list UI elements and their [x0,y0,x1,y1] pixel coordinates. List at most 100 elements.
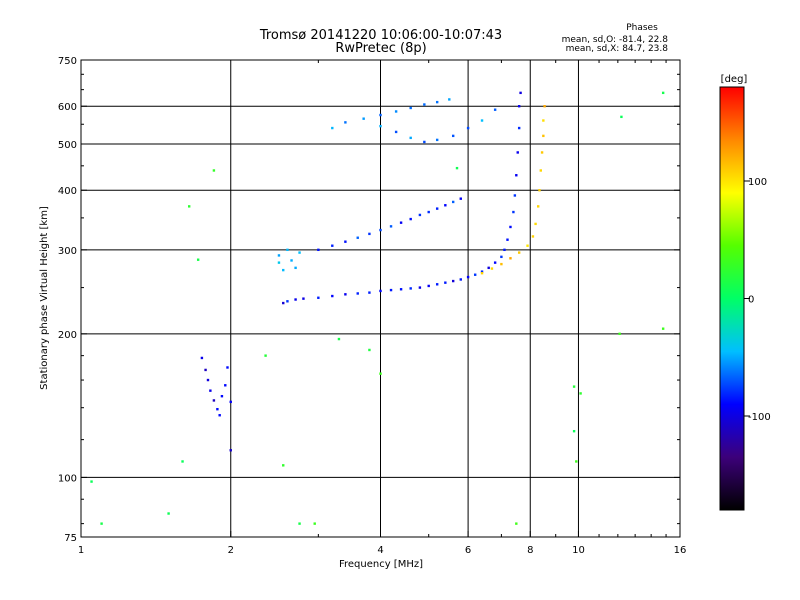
data-point [459,197,462,200]
y-tick-label: 100 [58,473,77,484]
data-point [317,248,320,252]
data-point [451,134,455,138]
series [277,248,301,272]
data-points [90,91,665,525]
data-point [537,205,540,208]
series [480,105,546,275]
data-point [317,296,320,299]
data-point [473,273,477,276]
data-point [409,217,412,221]
x-tick-label: 6 [465,545,471,556]
colorbar-tick-label: -100 [748,412,771,423]
data-point [534,222,537,226]
x-tick-label: 16 [674,545,687,556]
data-point [540,151,544,154]
chart-subtitle: RwPretec (8p) [335,41,426,56]
data-point [466,126,470,130]
y-axis-ticks: 75 100 200 300 400 500 600 750 [58,56,680,544]
data-point [661,327,665,330]
data-point [167,512,170,515]
data-point [368,348,371,352]
data-point [226,366,229,369]
data-point [451,279,455,283]
data-point [282,301,285,305]
data-point [539,169,542,172]
data-point [331,294,334,298]
data-point [212,399,216,402]
data-point [209,389,212,392]
data-point [298,251,301,254]
data-point [224,384,227,387]
data-point [572,429,576,433]
data-point [572,385,576,388]
colorbar-label: [deg] [721,74,748,85]
data-point [455,166,459,170]
x-axis-ticks: 1 2 4 6 8 10 16 [78,60,687,556]
grid-lines [81,60,680,537]
data-point [344,240,347,243]
data-point [579,392,582,395]
data-point [229,449,232,452]
data-point [368,291,371,294]
data-point [409,136,412,140]
data-point [206,378,210,382]
data-point [379,124,382,128]
data-point [661,91,665,95]
data-point [277,254,281,257]
data-point [409,106,412,110]
y-tick-label: 600 [58,102,77,113]
series [317,197,462,252]
data-point [480,119,484,122]
data-point [100,522,103,525]
data-point [218,414,221,417]
data-point [187,205,191,208]
data-point [394,110,398,113]
legend-line-x: mean, sd,X: 84.7, 23.8 [566,44,669,54]
legend-heading: Phases [626,23,658,33]
series [200,356,232,452]
series [282,91,522,305]
data-point [466,275,470,279]
data-point [531,235,535,238]
data-point [277,261,281,264]
x-tick-label: 8 [527,545,533,556]
data-point [313,522,316,525]
data-point [220,394,224,398]
y-tick-label: 750 [58,56,77,67]
data-point [216,407,219,411]
data-point [543,105,546,108]
data-point [399,288,403,291]
data-point [480,271,484,275]
data-point [526,244,529,247]
data-point [423,103,426,106]
data-point [503,248,506,252]
data-point [331,126,334,130]
data-point [344,121,347,124]
data-point [379,113,382,117]
data-point [515,522,518,525]
data-point [282,268,285,272]
data-point [620,115,623,119]
data-point [302,297,305,300]
data-point [196,258,200,261]
data-point [356,292,359,295]
data-point [418,286,422,289]
data-point [181,460,184,463]
data-point [542,119,545,122]
data-point [389,288,393,292]
data-point [229,400,232,404]
data-point [90,480,93,483]
data-point [389,225,393,228]
data-point [493,108,497,111]
data-point [451,200,455,204]
data-point [399,221,403,224]
data-point [294,266,297,270]
y-tick-label: 75 [64,533,77,544]
series [331,98,497,144]
x-tick-label: 1 [78,545,84,556]
data-point [435,138,439,142]
data-point [493,261,497,264]
x-tick-label: 2 [228,545,234,556]
data-point [264,354,267,357]
y-axis-label: Stationary phase Virtual Height [km] [39,206,50,390]
